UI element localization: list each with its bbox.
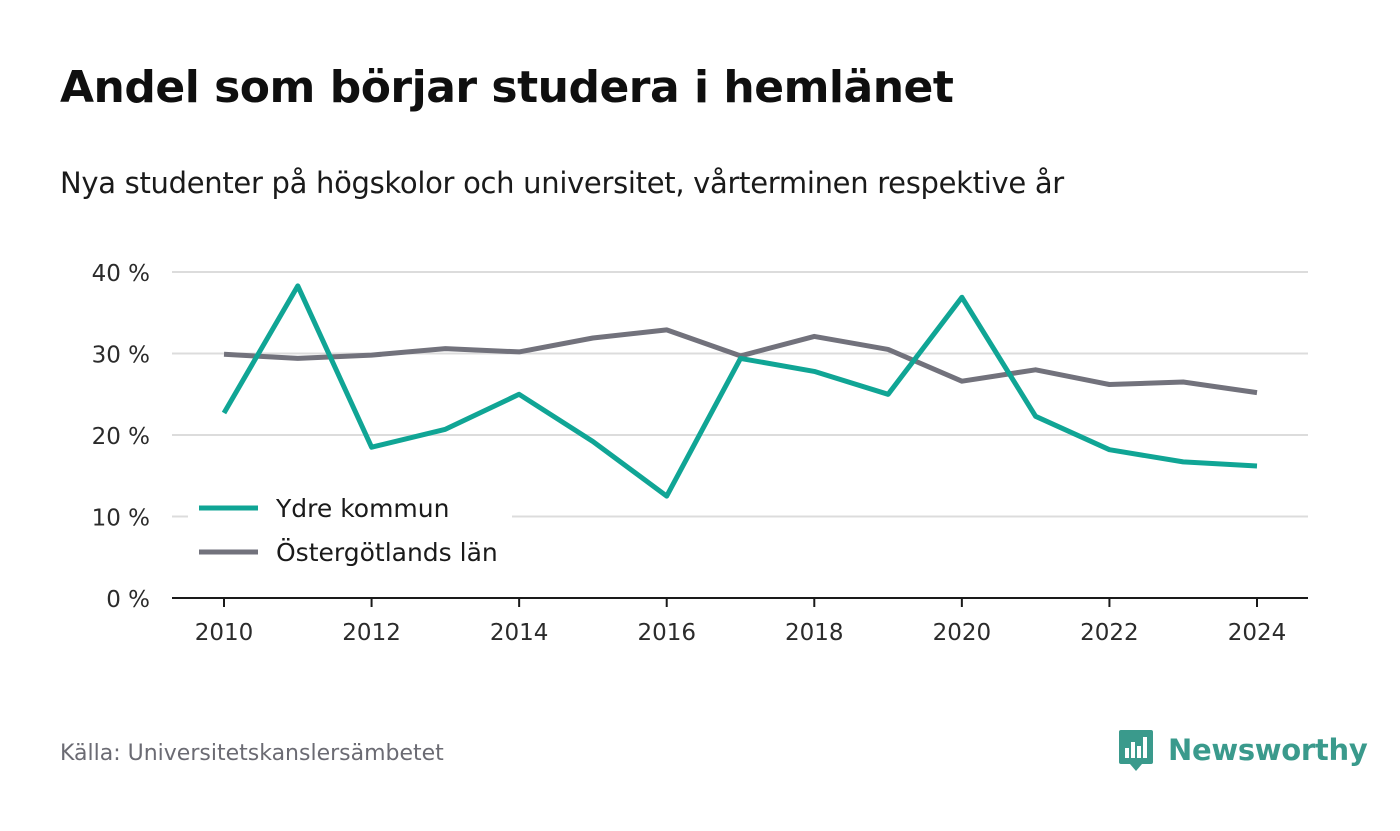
- x-tick-label: 2022: [1080, 620, 1139, 646]
- x-tick-label: 2020: [933, 620, 992, 646]
- y-tick-label: 40 %: [92, 261, 150, 287]
- legend-label: Östergötlands län: [276, 538, 498, 567]
- x-tick-label: 2018: [785, 620, 844, 646]
- y-tick-label: 20 %: [92, 424, 150, 450]
- x-tick-label: 2012: [342, 620, 401, 646]
- chart-subtitle: Nya studenter på högskolor och universit…: [60, 166, 1064, 200]
- series-line: [221, 283, 1258, 499]
- x-tick-label: 2010: [195, 620, 254, 646]
- legend-background: [188, 488, 512, 576]
- brand-name: Newsworthy: [1168, 733, 1368, 767]
- newsworthy-logo-icon: [1119, 730, 1153, 771]
- x-tick-label: 2016: [637, 620, 696, 646]
- x-tick-label: 2024: [1228, 620, 1287, 646]
- y-tick-label: 0 %: [106, 587, 150, 613]
- y-tick-label: 10 %: [92, 506, 150, 532]
- brand-logo: Newsworthy: [1118, 728, 1368, 772]
- chart-title: Andel som börjar studera i hemlänet: [60, 62, 954, 113]
- legend-label: Ydre kommun: [275, 494, 449, 523]
- y-tick-label: 30 %: [92, 343, 150, 369]
- x-tick-label: 2014: [490, 620, 549, 646]
- series-line: [223, 327, 1258, 396]
- source-note: Källa: Universitetskanslersämbetet: [60, 741, 444, 766]
